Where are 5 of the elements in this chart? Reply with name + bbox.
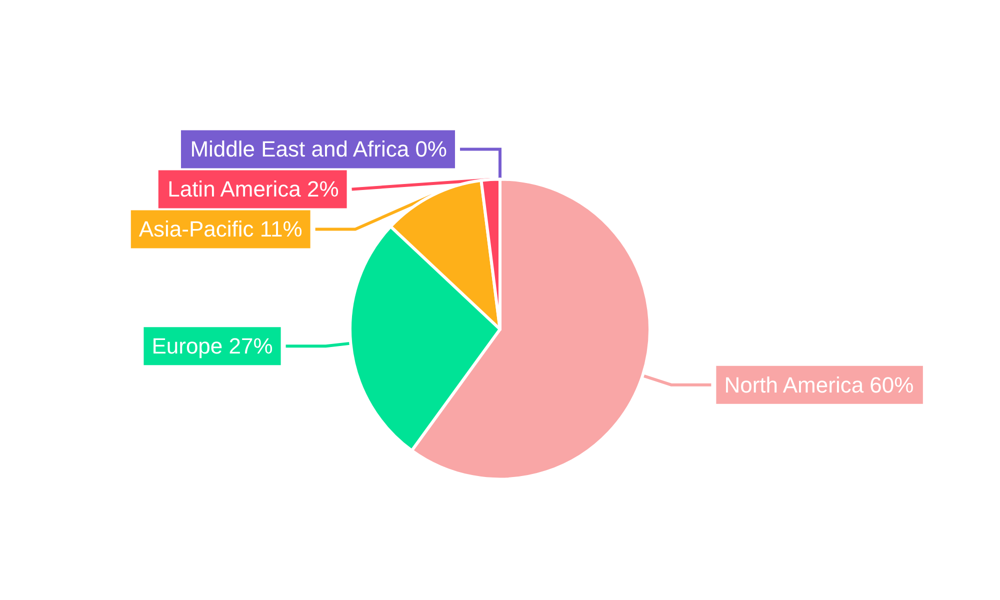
slice-label: Asia-Pacific 11% bbox=[138, 216, 302, 242]
slice-label: Europe 27% bbox=[152, 334, 273, 359]
slice-label: Latin America 2% bbox=[168, 176, 339, 202]
slice-label: North America 60% bbox=[724, 372, 914, 398]
legend-label: Middle East and Africa 0% bbox=[190, 136, 447, 162]
